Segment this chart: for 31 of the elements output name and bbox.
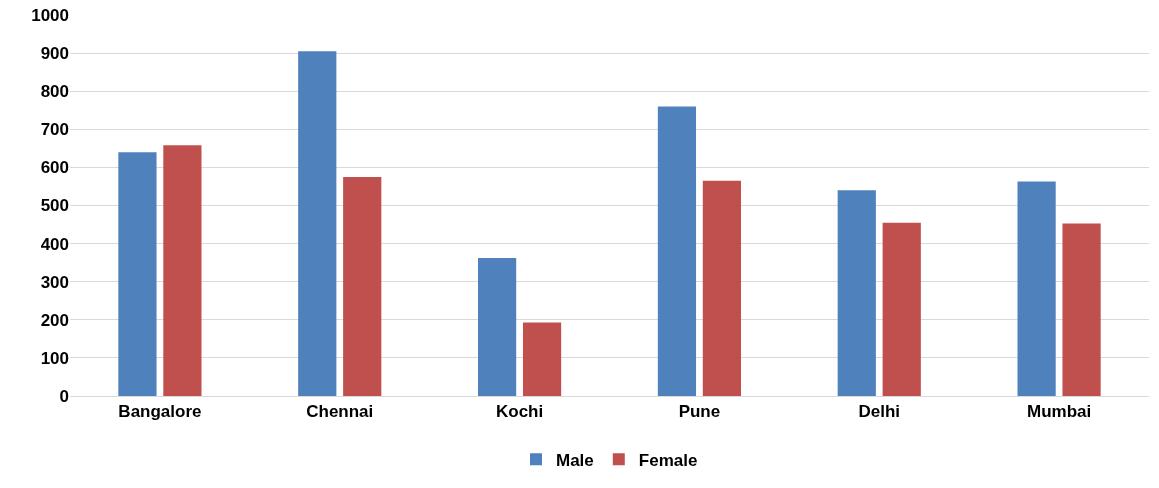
- bar: [657, 106, 697, 396]
- bar: [702, 180, 741, 396]
- x-tick-label: Bangalore: [118, 402, 202, 422]
- bar: [478, 258, 517, 396]
- x-tick-label: Kochi: [495, 402, 544, 422]
- bar: [1062, 223, 1101, 396]
- y-tick-label: 700: [40, 120, 69, 140]
- y-tick-label: 0: [59, 386, 69, 406]
- y-tick-label: 400: [40, 234, 69, 254]
- bar: [163, 145, 202, 396]
- bar: [1017, 181, 1056, 396]
- y-tick-label: 200: [40, 310, 69, 330]
- y-tick-label: 100: [40, 348, 69, 368]
- y-tick-label: 300: [40, 272, 69, 292]
- x-tick-label: Delhi: [858, 402, 901, 422]
- legend-label: Male: [556, 450, 594, 470]
- y-tick-label: 500: [40, 196, 69, 216]
- y-tick-label: 900: [40, 44, 69, 64]
- bar: [118, 152, 157, 396]
- legend-label: Female: [638, 450, 698, 470]
- y-tick-label: 600: [40, 158, 69, 178]
- y-tick-label: 1000: [31, 5, 69, 25]
- bar: [343, 176, 382, 396]
- bar: [882, 222, 921, 396]
- y-tick-label: 800: [40, 82, 69, 102]
- x-tick-label: Mumbai: [1026, 402, 1092, 422]
- bar: [522, 322, 562, 396]
- x-tick-label: Chennai: [306, 402, 374, 422]
- bar: [837, 190, 876, 396]
- bar: [298, 51, 337, 396]
- x-tick-label: Pune: [678, 402, 721, 422]
